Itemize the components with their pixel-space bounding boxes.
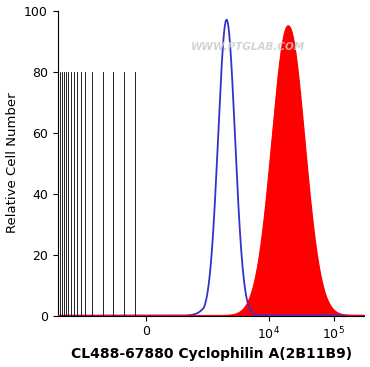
Y-axis label: Relative Cell Number: Relative Cell Number [6, 93, 18, 233]
Text: WWW.PTGLAB.COM: WWW.PTGLAB.COM [191, 42, 305, 52]
X-axis label: CL488-67880 Cyclophilin A(2B11B9): CL488-67880 Cyclophilin A(2B11B9) [71, 348, 352, 361]
